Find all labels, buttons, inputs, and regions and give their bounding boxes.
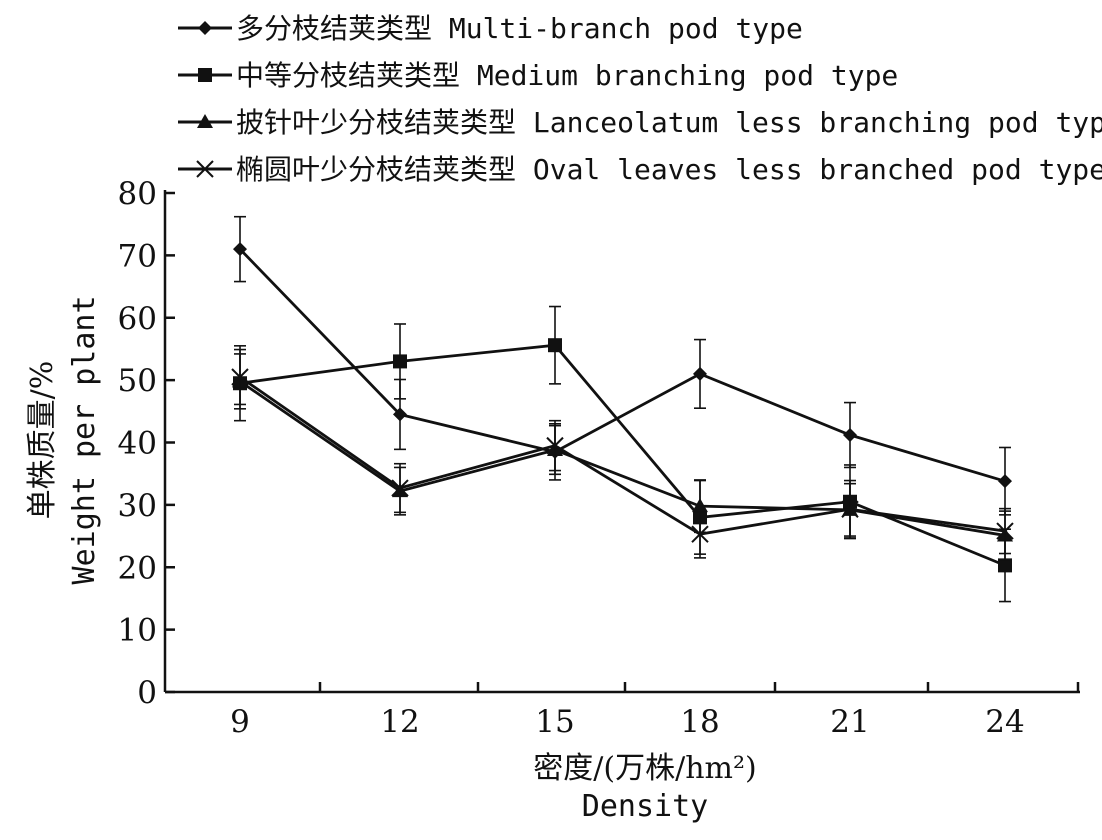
y-tick-label: 80 [118, 176, 157, 212]
diamond-marker [233, 242, 247, 257]
y-axis-label-cn: 单株质量/% [25, 361, 60, 520]
y-ticks: 0 10 20 30 40 50 60 70 80 [118, 176, 175, 711]
x-marker-stroke [996, 522, 1014, 540]
y-tick-label: 70 [118, 238, 157, 274]
x-axis-label-cn: 密度/(万株/hm²) [533, 751, 756, 786]
y-tick-label: 0 [137, 675, 157, 711]
x-tick-label: 15 [535, 704, 574, 740]
x-tick-label: 12 [380, 704, 419, 740]
y-axis-label-en: Weight per plant [67, 296, 102, 585]
x-tick-label: 9 [230, 704, 250, 740]
legend-label: 披针叶少分枝结荚类型 Lanceolatum less branching po… [236, 106, 1102, 139]
series-group [231, 215, 1014, 603]
x-marker-stroke [546, 436, 564, 455]
axes [163, 190, 1080, 694]
y-tick-label: 60 [118, 301, 157, 337]
triangle-marker [197, 114, 213, 128]
diamond-marker [198, 21, 212, 35]
x-marker-stroke [231, 368, 249, 386]
triangle-marker [692, 498, 708, 513]
x-marker [691, 525, 709, 543]
series-line [238, 248, 1006, 483]
legend-item: 椭圆叶少分枝结荚类型 Oval leaves less branched pod… [178, 153, 1102, 186]
x-marker [841, 500, 859, 518]
y-tick-label: 20 [118, 550, 157, 586]
x-axis-label-en: Density [582, 789, 708, 824]
legend-item: 中等分枝结荚类型 Medium branching pod type [178, 59, 898, 92]
x-marker-stroke [391, 479, 409, 497]
series-line [239, 380, 1006, 537]
series-line [239, 375, 1006, 536]
series-triangle [232, 353, 1013, 561]
y-tick-label: 50 [118, 363, 157, 399]
x-tick-label: 18 [680, 704, 719, 740]
x-marker [996, 522, 1014, 540]
x-ticks: 9 12 15 18 21 24 [230, 682, 1080, 740]
series-diamond [233, 215, 1012, 516]
series-x [231, 348, 1014, 559]
square-marker [393, 354, 407, 369]
x-marker [546, 436, 564, 455]
diamond-marker [843, 428, 857, 443]
y-tick-label: 40 [118, 426, 157, 462]
legend-label: 多分枝结荚类型 Multi-branch pod type [236, 12, 803, 45]
diamond-marker [998, 474, 1012, 489]
diamond-marker [393, 407, 407, 422]
square-marker [548, 338, 562, 353]
x-marker [196, 160, 214, 178]
x-marker-stroke [841, 500, 859, 518]
x-tick-label: 21 [830, 704, 869, 740]
legend-item: 披针叶少分枝结荚类型 Lanceolatum less branching po… [178, 106, 1102, 139]
legend-item: 多分枝结荚类型 Multi-branch pod type [178, 12, 803, 45]
legend-label: 中等分枝结荚类型 Medium branching pod type [236, 59, 898, 92]
square-marker [198, 68, 212, 82]
legend: 多分枝结荚类型 Multi-branch pod type 中等分枝结荚类型 Me… [178, 12, 1102, 186]
x-marker [391, 479, 409, 497]
legend-label: 椭圆叶少分枝结荚类型 Oval leaves less branched pod… [236, 153, 1102, 186]
x-tick-label: 24 [985, 704, 1024, 740]
x-marker-stroke [691, 525, 709, 543]
diamond-marker [693, 366, 707, 381]
y-tick-label: 30 [118, 488, 157, 524]
x-marker-stroke [196, 160, 214, 178]
square-marker [998, 558, 1012, 573]
x-marker [231, 368, 249, 386]
y-tick-label: 10 [118, 613, 157, 649]
